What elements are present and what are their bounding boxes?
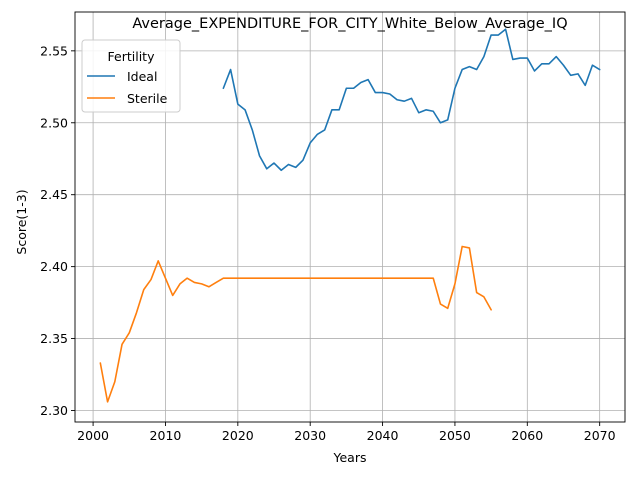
y-tick-label: 2.55 — [40, 43, 68, 58]
legend-label-sterile: Sterile — [127, 91, 168, 106]
legend-title: Fertility — [108, 49, 156, 64]
x-tick-label: 2020 — [222, 428, 254, 443]
x-tick-label: 2050 — [439, 428, 471, 443]
legend: Fertility Ideal Sterile — [82, 40, 180, 112]
x-tick-label: 2000 — [77, 428, 109, 443]
y-tick-label: 2.30 — [40, 403, 68, 418]
y-axis-ticks: 2.30 2.35 2.40 2.45 2.50 2.55 — [40, 43, 75, 418]
y-axis-label: Score(1-3) — [14, 189, 29, 254]
legend-label-ideal: Ideal — [127, 69, 157, 84]
x-tick-label: 2060 — [511, 428, 543, 443]
x-axis-ticks: 2000 2010 2020 2030 2040 2050 2060 2070 — [77, 422, 615, 443]
x-axis-label: Years — [333, 450, 367, 465]
series-line-ideal — [223, 29, 599, 170]
x-tick-label: 2010 — [150, 428, 182, 443]
y-tick-label: 2.50 — [40, 115, 68, 130]
x-tick-label: 2030 — [294, 428, 326, 443]
chart-title: Average_EXPENDITURE_FOR_CITY_White_Below… — [132, 16, 567, 32]
y-tick-label: 2.40 — [40, 259, 68, 274]
y-tick-label: 2.45 — [40, 187, 68, 202]
x-tick-label: 2040 — [367, 428, 399, 443]
y-tick-label: 2.35 — [40, 331, 68, 346]
series-line-sterile — [100, 246, 491, 401]
x-tick-label: 2070 — [584, 428, 616, 443]
